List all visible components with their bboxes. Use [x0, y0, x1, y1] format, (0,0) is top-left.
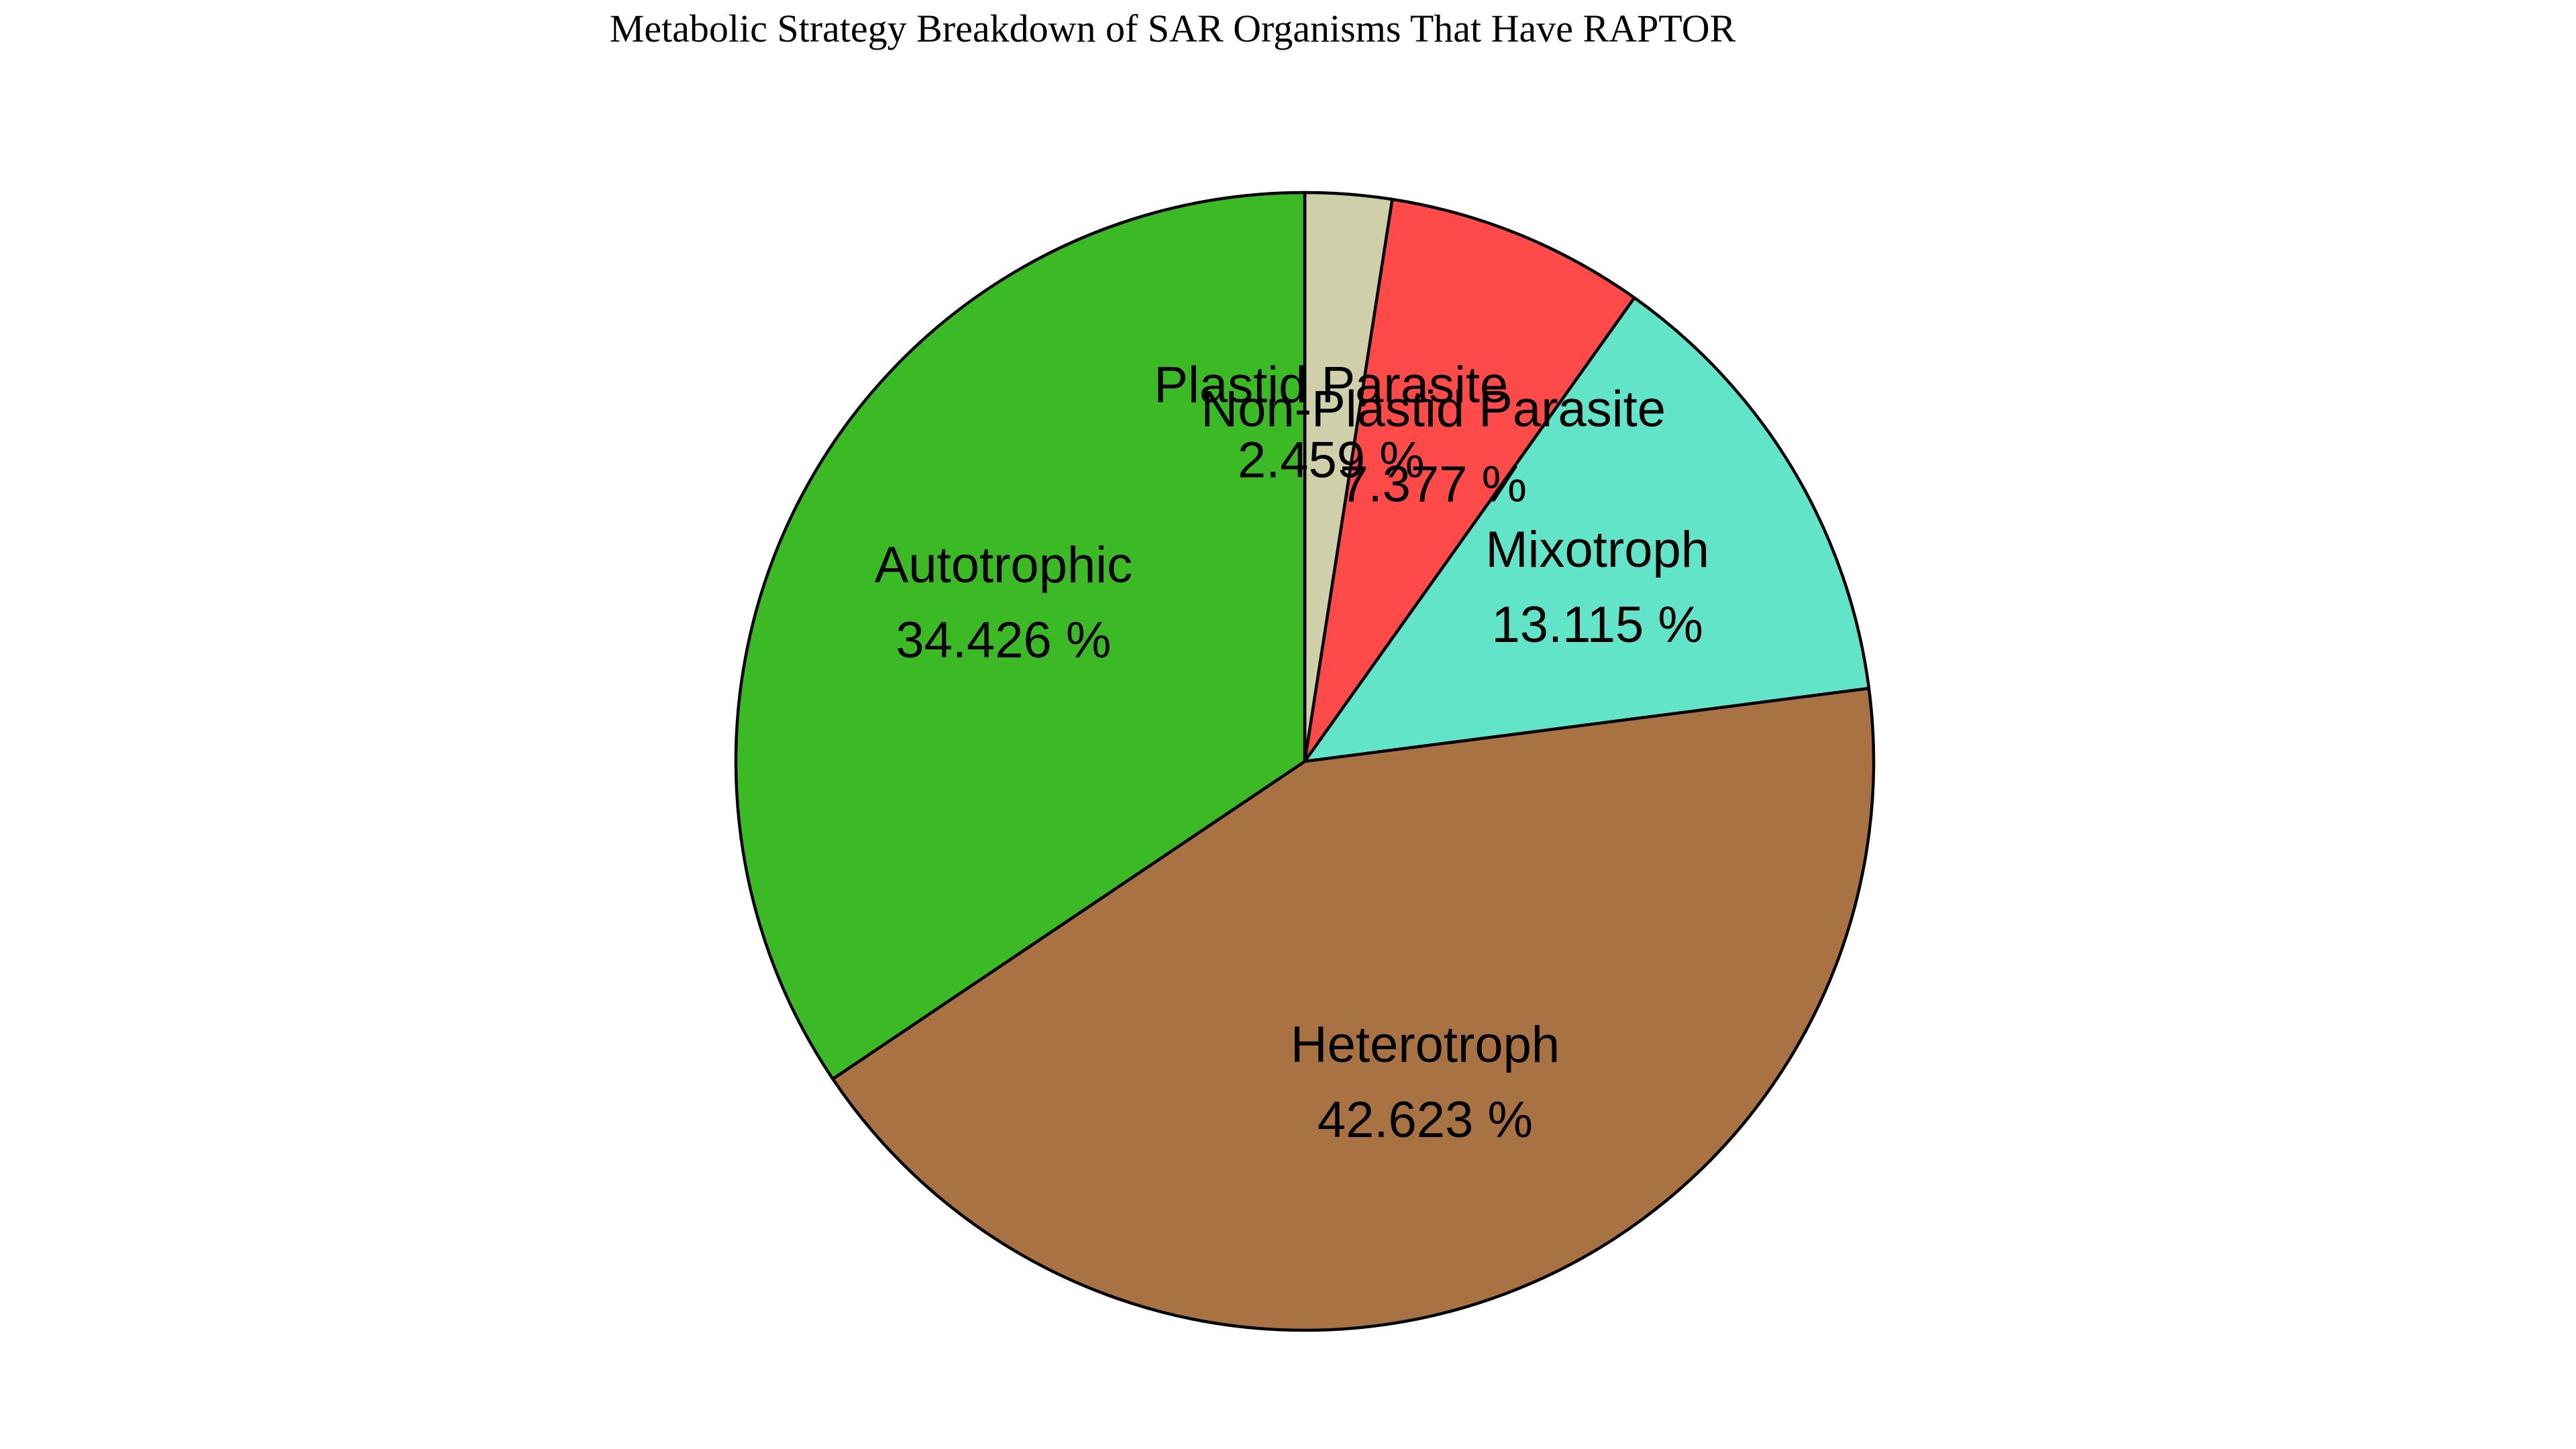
slice-percent-non-plastid-parasite: 7.377 %: [1340, 456, 1527, 513]
pie-slices: [734, 191, 1876, 1332]
slice-percent-plastid-parasite: 2.459 %: [1238, 432, 1425, 489]
slice-label-heterotroph: Heterotroph: [1291, 1016, 1560, 1073]
slice-percent-heterotroph: 42.623 %: [1318, 1091, 1533, 1148]
slice-percent-autotrophic: 34.426 %: [896, 612, 1111, 669]
slice-label-mixotroph: Mixotroph: [1485, 521, 1709, 578]
slice-label-plastid-parasite: Plastid Parasite: [1154, 357, 1508, 414]
slice-percent-mixotroph: 13.115 %: [1491, 596, 1703, 653]
slice-label-autotrophic: Autotrophic: [875, 537, 1132, 594]
chart-title: Metabolic Strategy Breakdown of SAR Orga…: [610, 7, 1736, 50]
pie-labels: Plastid Parasite 2.459 %Non-Plastid Paras…: [875, 357, 1709, 1148]
slice-label-non-plastid-parasite: Non-Plastid Parasite: [1201, 381, 1666, 438]
pie-slice-non-plastid-parasite: [1303, 197, 1636, 763]
pie-slice-autotrophic: [734, 191, 1307, 1081]
pie-slice-heterotroph: [831, 686, 1876, 1332]
pie-slice-mixotroph: [1303, 296, 1871, 763]
